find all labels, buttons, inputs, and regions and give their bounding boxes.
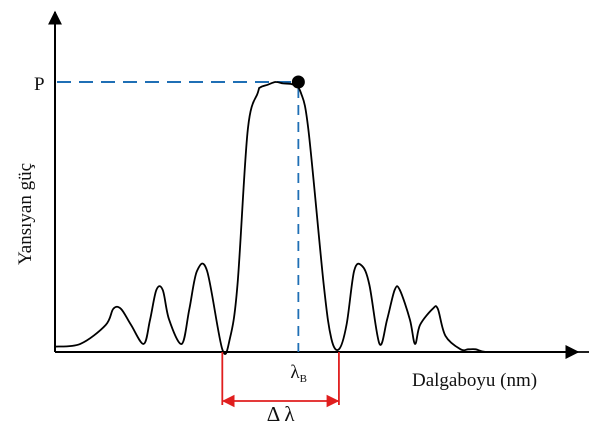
peak-point xyxy=(291,75,305,89)
center-label-sub: B xyxy=(300,373,307,385)
peak-label: P xyxy=(34,74,45,95)
y-axis-label: Yansıyan güç xyxy=(15,163,36,265)
bandwidth-label: Δ λ xyxy=(267,402,296,426)
center-wavelength-label: λB xyxy=(290,362,307,385)
reflection-spectrum-line xyxy=(54,81,589,355)
center-label-main: λ xyxy=(290,362,300,383)
x-axis-label: Dalgaboyu (nm) xyxy=(412,370,537,391)
